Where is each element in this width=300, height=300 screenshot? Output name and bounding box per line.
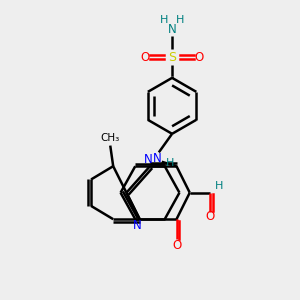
Text: H: H bbox=[214, 181, 223, 191]
Text: N: N bbox=[168, 23, 176, 36]
Text: CH₃: CH₃ bbox=[100, 133, 120, 143]
Text: H: H bbox=[176, 15, 184, 26]
Text: H: H bbox=[160, 15, 168, 26]
Text: H: H bbox=[166, 158, 174, 168]
Text: O: O bbox=[140, 51, 149, 64]
Text: O: O bbox=[195, 51, 204, 64]
Text: N: N bbox=[144, 153, 152, 166]
Text: S: S bbox=[168, 51, 176, 64]
Text: N: N bbox=[153, 152, 162, 165]
Text: O: O bbox=[172, 238, 181, 252]
Text: O: O bbox=[206, 210, 215, 223]
Text: N: N bbox=[133, 219, 142, 232]
